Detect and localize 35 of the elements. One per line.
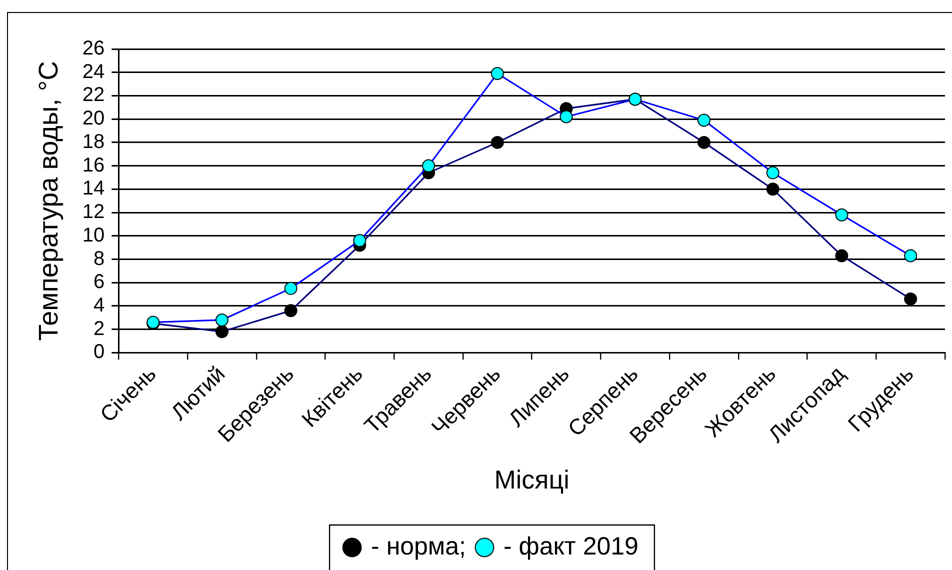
point	[835, 249, 848, 262]
point	[353, 234, 366, 248]
point	[284, 282, 298, 295]
y-tick-label: 6	[94, 271, 105, 294]
point	[697, 114, 710, 127]
y-tick-label: 18	[82, 130, 105, 153]
y-tick-label: 16	[82, 154, 105, 176]
point	[215, 313, 228, 326]
y-tick-label: 2	[94, 318, 105, 340]
y-axis-title: Температура воды, °C	[34, 60, 64, 341]
y-tick-label: 22	[82, 84, 105, 106]
y-tick-label: 24	[82, 60, 105, 83]
y-tick-label: 8	[94, 248, 105, 270]
y-tick-label: 20	[82, 108, 105, 130]
point	[766, 166, 780, 180]
point	[904, 292, 918, 306]
legend-label: - норма;	[371, 532, 466, 560]
point	[215, 325, 228, 338]
point	[904, 249, 918, 262]
point	[835, 208, 848, 222]
point	[422, 159, 436, 172]
y-tick-label: 26	[82, 38, 105, 60]
point	[490, 67, 504, 80]
point	[560, 110, 573, 124]
y-tick-label: 10	[82, 224, 105, 246]
point	[284, 304, 298, 318]
y-tick-label: 0	[94, 341, 105, 364]
point	[490, 136, 504, 149]
y-tick-label: 14	[82, 178, 105, 200]
point	[697, 136, 710, 149]
x-axis-title: Місяці	[494, 464, 570, 495]
legend-label: - факт 2019	[503, 532, 638, 560]
point	[766, 182, 780, 196]
y-tick-label: 12	[82, 201, 105, 224]
y-tick-label: 4	[94, 294, 105, 316]
